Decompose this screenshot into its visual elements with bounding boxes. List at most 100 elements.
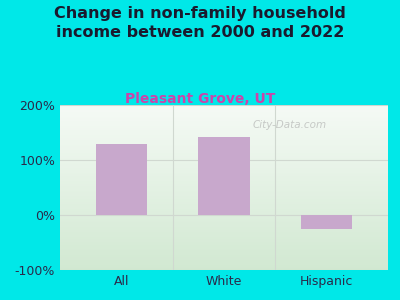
Bar [60, 125, 388, 126]
Bar [60, 212, 388, 214]
Bar [60, 105, 388, 106]
Bar [60, 240, 388, 242]
Bar [60, 151, 388, 153]
Bar [60, 209, 388, 211]
Bar [60, 153, 388, 154]
Bar [60, 106, 388, 108]
Bar [60, 220, 388, 222]
Bar [60, 169, 388, 171]
Bar [60, 186, 388, 188]
Bar [60, 245, 388, 247]
Bar [60, 178, 388, 179]
Bar [60, 199, 388, 201]
Bar [60, 189, 388, 191]
Bar [60, 191, 388, 193]
Bar [60, 154, 388, 156]
Text: Pleasant Grove, UT: Pleasant Grove, UT [125, 92, 275, 106]
Bar [60, 254, 388, 255]
Bar [60, 182, 388, 184]
Bar [60, 118, 388, 120]
Bar [60, 179, 388, 181]
Bar [96, 143, 147, 215]
Bar [60, 163, 388, 164]
Bar [60, 143, 388, 145]
Bar [60, 116, 388, 118]
Bar [60, 215, 388, 217]
Bar [60, 148, 388, 150]
Bar [60, 115, 388, 116]
Bar [60, 204, 388, 206]
Bar [60, 174, 388, 176]
Bar [198, 137, 250, 215]
Bar [60, 226, 388, 227]
Bar [60, 112, 388, 113]
Bar [60, 123, 388, 125]
Bar [60, 171, 388, 173]
Bar [60, 131, 388, 133]
Bar [60, 135, 388, 136]
Bar [60, 222, 388, 224]
Bar [60, 257, 388, 258]
Bar [60, 252, 388, 254]
Bar [60, 145, 388, 146]
Bar [60, 217, 388, 219]
Bar [60, 201, 388, 202]
Bar [60, 255, 388, 257]
Bar [60, 202, 388, 204]
Bar [60, 146, 388, 148]
Bar [60, 172, 388, 174]
Bar [60, 128, 388, 130]
Bar [60, 232, 388, 234]
Bar [60, 268, 388, 270]
Bar [60, 262, 388, 263]
Bar [60, 206, 388, 207]
Bar [60, 247, 388, 248]
Bar [60, 161, 388, 163]
Bar [60, 214, 388, 215]
Bar [60, 181, 388, 182]
Bar [60, 130, 388, 131]
Bar [60, 164, 388, 166]
Bar [60, 168, 388, 169]
Text: Change in non-family household
income between 2000 and 2022: Change in non-family household income be… [54, 6, 346, 40]
Bar [60, 227, 388, 229]
Bar [60, 110, 388, 112]
Bar [60, 265, 388, 267]
Bar [60, 133, 388, 135]
Bar [60, 140, 388, 141]
Bar [60, 108, 388, 110]
Bar [60, 219, 388, 220]
Bar [60, 193, 388, 194]
Bar [60, 126, 388, 128]
Bar [60, 120, 388, 122]
Bar [60, 149, 388, 151]
Text: City-Data.com: City-Data.com [252, 120, 327, 130]
Bar [60, 235, 388, 237]
Bar [60, 267, 388, 268]
Bar [60, 244, 388, 245]
Bar [60, 176, 388, 178]
Bar [60, 166, 388, 168]
Bar [301, 215, 352, 229]
Bar [60, 224, 388, 226]
Bar [60, 158, 388, 159]
Bar [60, 159, 388, 161]
Bar [60, 239, 388, 240]
Bar [60, 248, 388, 250]
Bar [60, 188, 388, 189]
Bar [60, 136, 388, 138]
Bar [60, 230, 388, 232]
Bar [60, 234, 388, 235]
Bar [60, 207, 388, 209]
Bar [60, 197, 388, 199]
Bar [60, 229, 388, 230]
Bar [60, 122, 388, 123]
Bar [60, 263, 388, 265]
Bar [60, 156, 388, 158]
Bar [60, 211, 388, 212]
Bar [60, 237, 388, 239]
Bar [60, 194, 388, 196]
Bar [60, 250, 388, 252]
Bar [60, 141, 388, 143]
Bar [60, 184, 388, 186]
